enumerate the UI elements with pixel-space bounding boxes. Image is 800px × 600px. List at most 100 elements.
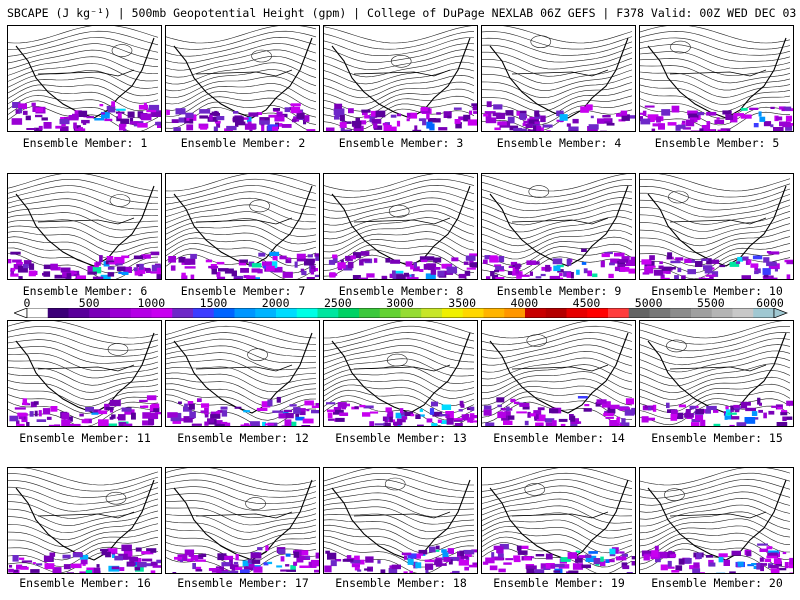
height-contours bbox=[8, 468, 159, 573]
cape-cell bbox=[291, 118, 297, 123]
cape-cell bbox=[620, 110, 628, 116]
coastline-path bbox=[331, 479, 471, 561]
cape-cell bbox=[709, 276, 714, 279]
cape-cell bbox=[472, 562, 477, 567]
height-contour-line bbox=[640, 179, 791, 198]
cape-cell bbox=[117, 112, 122, 119]
coastlines bbox=[647, 37, 787, 119]
cape-cell bbox=[559, 273, 563, 277]
cape-cell bbox=[426, 113, 430, 120]
cape-cell bbox=[149, 404, 154, 412]
cape-cell bbox=[527, 411, 531, 418]
cape-cell bbox=[622, 565, 630, 570]
cape-cell bbox=[16, 262, 23, 265]
cape-cell bbox=[583, 408, 592, 412]
cape-cell bbox=[390, 114, 397, 118]
cape-cell bbox=[522, 405, 530, 410]
cape-cell bbox=[216, 411, 220, 414]
coastlines bbox=[489, 185, 629, 267]
height-contour-line bbox=[482, 82, 633, 106]
cape-cell bbox=[216, 424, 225, 426]
cape-cell bbox=[380, 569, 386, 573]
cape-cell bbox=[29, 263, 35, 270]
cape-cell bbox=[729, 571, 736, 573]
cape-cell bbox=[527, 129, 536, 131]
cape-cell bbox=[151, 264, 161, 272]
colorbar-tick-label: 500 bbox=[78, 296, 100, 310]
cape-cell bbox=[413, 266, 420, 272]
cape-cell bbox=[108, 423, 118, 426]
height-contour-line bbox=[8, 212, 159, 231]
cape-cell bbox=[390, 259, 401, 264]
cape-cell bbox=[786, 400, 793, 406]
cape-cell bbox=[483, 259, 488, 264]
height-contour-line bbox=[324, 88, 475, 112]
height-contour-line bbox=[482, 396, 633, 420]
cape-cell bbox=[294, 261, 298, 268]
cape-cell bbox=[759, 116, 766, 122]
cape-cell bbox=[782, 416, 787, 422]
cape-cell bbox=[384, 418, 388, 423]
cape-cell bbox=[766, 261, 777, 267]
cape-cell bbox=[354, 566, 360, 571]
cape-cell bbox=[621, 418, 626, 426]
ensemble-member-label: Ensemble Member: 8 bbox=[338, 284, 464, 298]
cape-cell bbox=[469, 253, 477, 257]
cape-cell bbox=[689, 405, 697, 409]
cape-cell bbox=[782, 551, 787, 555]
height-contour-line bbox=[8, 516, 159, 541]
cape-cell bbox=[644, 406, 650, 409]
cape-cell bbox=[497, 404, 502, 408]
height-contour-line bbox=[482, 174, 628, 192]
colorbar-tick-label: 5000 bbox=[634, 296, 663, 310]
height-contour-line bbox=[8, 394, 159, 414]
cape-cell bbox=[409, 570, 413, 573]
map-canvas bbox=[482, 26, 635, 131]
cape-cell bbox=[450, 556, 460, 561]
cape-cell bbox=[340, 115, 345, 122]
cape-cell bbox=[314, 274, 319, 278]
height-contour-line bbox=[166, 507, 317, 526]
height-contour-line bbox=[324, 519, 475, 540]
cape-cell bbox=[459, 550, 464, 557]
cape-cell bbox=[406, 118, 410, 122]
height-contour-line bbox=[482, 179, 633, 198]
ensemble-panel bbox=[7, 25, 162, 132]
cape-cell bbox=[540, 115, 546, 123]
cape-cell bbox=[770, 124, 774, 128]
colorbar-segment bbox=[608, 308, 630, 318]
height-contour-line bbox=[482, 512, 633, 532]
cape-cell bbox=[518, 128, 527, 131]
cape-cell bbox=[730, 115, 738, 123]
cape-cell bbox=[101, 548, 108, 556]
height-contour-line bbox=[166, 514, 317, 533]
cape-cell bbox=[282, 271, 293, 278]
colorbar-tick-label: 5500 bbox=[696, 296, 725, 310]
height-contour-line bbox=[482, 519, 633, 539]
height-contour-line bbox=[23, 468, 159, 486]
cape-cell bbox=[770, 568, 780, 573]
cape-cell bbox=[703, 278, 713, 279]
cape-cell bbox=[144, 267, 151, 272]
cape-cell bbox=[35, 114, 43, 118]
ensemble-panel bbox=[7, 320, 162, 427]
cape-cell bbox=[609, 559, 615, 563]
cape-cell bbox=[441, 263, 452, 269]
height-contour-line bbox=[8, 536, 159, 561]
cape-cell bbox=[752, 255, 763, 260]
cape-cell bbox=[79, 413, 84, 417]
cape-cell bbox=[621, 256, 630, 261]
cape-cell bbox=[221, 410, 228, 417]
cape-cell bbox=[610, 404, 620, 409]
cape-cell bbox=[529, 271, 533, 276]
height-contour-line bbox=[8, 360, 159, 379]
cape-cell bbox=[204, 412, 209, 418]
cape-cell bbox=[464, 270, 471, 276]
cape-cell bbox=[696, 572, 705, 573]
cape-cell bbox=[201, 553, 206, 557]
cape-cell bbox=[300, 555, 310, 560]
cape-cell bbox=[782, 121, 791, 128]
cape-cell bbox=[459, 400, 464, 407]
height-contour-line bbox=[482, 197, 633, 219]
ensemble-panel bbox=[165, 320, 320, 427]
